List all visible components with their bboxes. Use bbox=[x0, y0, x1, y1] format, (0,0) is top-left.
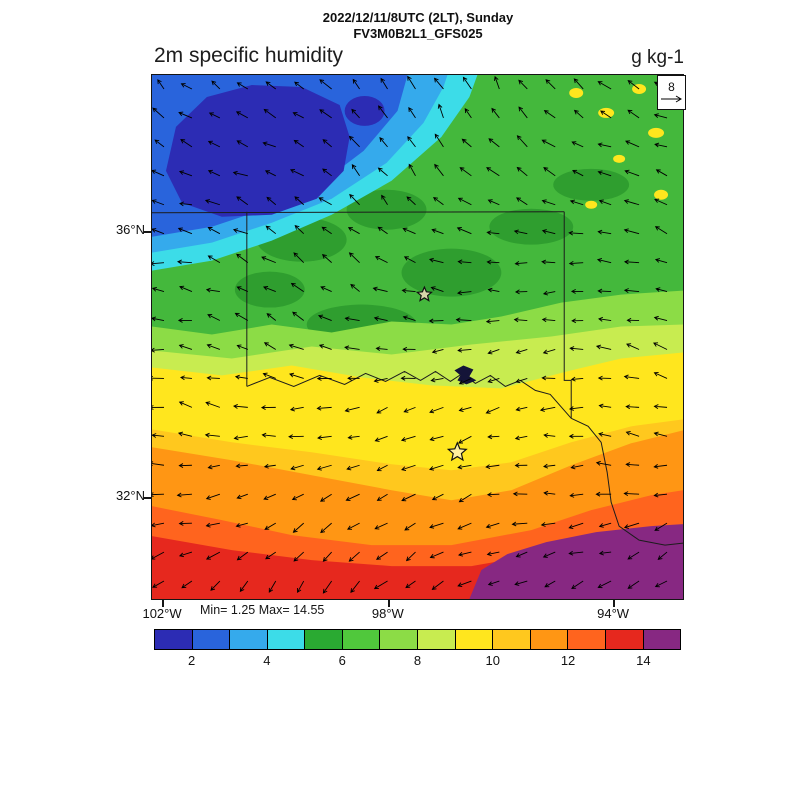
reference-vector-arrow bbox=[660, 95, 682, 103]
lon-axis-tick bbox=[162, 600, 165, 607]
colorbar-tick-label: 6 bbox=[338, 653, 346, 668]
colorbar-segment bbox=[642, 629, 682, 650]
lon-axis-tick bbox=[387, 600, 390, 607]
lat-axis-label: 36°N bbox=[115, 222, 145, 238]
colorbar-tick-label: 10 bbox=[485, 653, 501, 668]
humidity-field-patch bbox=[654, 189, 669, 200]
lake-polygon bbox=[454, 365, 477, 385]
colorbar-segment bbox=[454, 629, 494, 650]
colorbar-segment bbox=[529, 629, 569, 650]
colorbar-segment bbox=[304, 629, 343, 650]
lon-axis-tick bbox=[613, 600, 616, 607]
humidity-field-patch bbox=[613, 154, 626, 163]
colorbar-tick-label: 8 bbox=[413, 653, 422, 668]
lat-axis-label: 32°N bbox=[115, 487, 145, 503]
state-boundary bbox=[570, 417, 683, 546]
colorbar-segment bbox=[417, 629, 456, 650]
plot-datetime: 2022/12/11/8UTC (2LT), Sunday bbox=[322, 10, 514, 25]
humidity-field-patch bbox=[585, 200, 598, 209]
humidity-field-patch bbox=[344, 95, 385, 126]
wind-vector-field bbox=[152, 75, 668, 594]
city-star-marker bbox=[415, 285, 433, 302]
humidity-field-patch bbox=[489, 208, 574, 245]
colorbar-segment bbox=[191, 629, 231, 650]
colorbar-tick-label: 2 bbox=[188, 653, 196, 668]
colorbar-tick-label: 4 bbox=[263, 653, 271, 668]
plot-model-id: FV3M0B2L1_GFS025 bbox=[353, 26, 483, 41]
reference-vector-value: 8 bbox=[668, 80, 675, 94]
humidity-field-patch bbox=[346, 189, 427, 230]
humidity-field-band bbox=[469, 524, 683, 599]
colorbar-tick-label: 14 bbox=[636, 653, 651, 668]
colorbar-segment bbox=[229, 629, 268, 650]
colorbar-segment bbox=[341, 629, 381, 650]
lon-axis-label: 94°W bbox=[597, 606, 630, 621]
humidity-field-patch bbox=[553, 168, 630, 201]
lon-axis-label: 98°W bbox=[371, 606, 404, 621]
minmax-stats: Min= 1.25 Max= 14.55 bbox=[200, 603, 325, 617]
colorbar-segment bbox=[379, 629, 419, 650]
state-boundary bbox=[563, 211, 572, 419]
humidity-field-patch bbox=[401, 248, 502, 297]
humidity-field-patch bbox=[569, 87, 584, 98]
state-boundary bbox=[152, 211, 565, 214]
units-label: g kg-1 bbox=[631, 47, 684, 68]
colorbar-segment bbox=[492, 629, 531, 650]
humidity-map bbox=[152, 75, 683, 599]
variable-title: 2m specific humidity bbox=[154, 44, 344, 67]
colorbar-segment bbox=[604, 629, 644, 650]
colorbar-segment bbox=[567, 629, 606, 650]
city-star-marker bbox=[446, 441, 468, 462]
lat-axis-tick bbox=[144, 496, 151, 499]
lat-axis-tick bbox=[144, 231, 151, 234]
reference-vector-box: 8 bbox=[657, 75, 686, 110]
colorbar-tick-label: 12 bbox=[560, 653, 576, 668]
humidity-field-patch bbox=[648, 127, 665, 138]
lon-axis-label: 102°W bbox=[142, 606, 182, 621]
map-frame bbox=[151, 74, 684, 600]
colorbar-segment bbox=[154, 629, 193, 650]
colorbar bbox=[154, 629, 682, 650]
colorbar-segment bbox=[266, 629, 306, 650]
humidity-field-patch bbox=[598, 107, 615, 118]
